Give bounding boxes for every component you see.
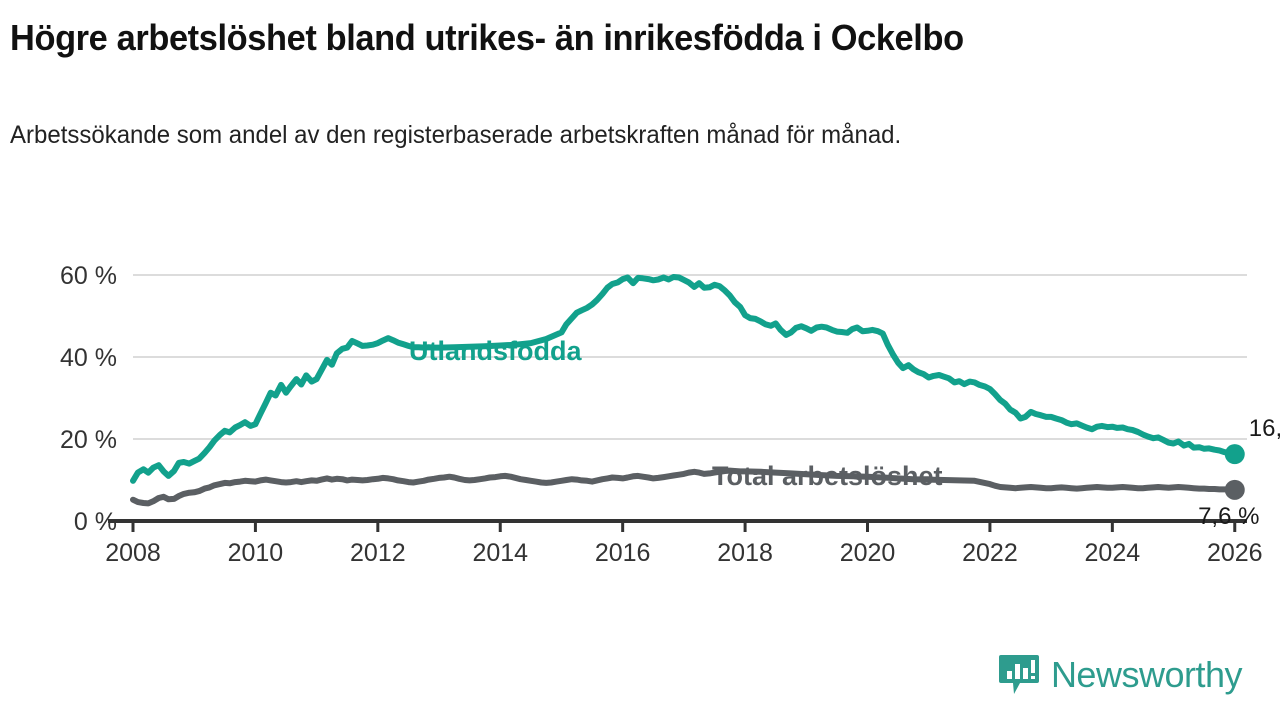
value-annotations: 16,3 % 7,6 % — [1198, 415, 1280, 530]
x-tick-label: 2022 — [962, 539, 1018, 567]
x-tick-label: 2008 — [105, 539, 161, 567]
y-axis-tick-labels: 0 %20 %40 %60 % — [60, 262, 117, 536]
x-tick-label: 2016 — [595, 539, 651, 567]
gridlines — [133, 274, 1247, 440]
x-tick-label: 2014 — [472, 539, 528, 567]
series-end-value: 7,6 % — [1198, 503, 1259, 530]
x-tick-label: 2012 — [350, 539, 406, 567]
series-label: Utlandsfödda — [409, 336, 582, 366]
x-tick-label: 2026 — [1207, 539, 1263, 567]
series-line — [130, 274, 1238, 484]
x-axis-tick-labels: 2008 2010 2012 2014 2016 2018 2020 2022 2024 2026 — [105, 539, 1262, 567]
logo-wordmark: Newsworthy — [1050, 654, 1243, 695]
series-inline-labels: Utlandsfödda Total arbetslöshet — [409, 336, 943, 491]
series-label: Total arbetslöshet — [712, 461, 943, 491]
x-axis — [108, 519, 1247, 532]
series-end-value: 16,3 % — [1249, 415, 1280, 442]
series-line — [130, 467, 1238, 507]
x-tick-label: 2010 — [228, 539, 284, 567]
page-subtitle: Arbetssökande som andel av den registerb… — [10, 121, 902, 149]
newsworthy-logo[interactable]: Newsworthy — [998, 652, 1243, 698]
y-tick-label: 60 % — [60, 262, 117, 290]
series-end-dots — [1224, 444, 1245, 500]
x-tick-label: 2018 — [717, 539, 773, 567]
y-tick-label: 40 % — [60, 344, 117, 372]
x-tick-label: 2024 — [1085, 539, 1141, 567]
series-end-dot — [1224, 444, 1245, 465]
bar-chart-speech-bubble-icon — [998, 655, 1039, 694]
series-end-dot — [1224, 479, 1245, 500]
series-lines — [130, 274, 1238, 507]
y-tick-label: 20 % — [60, 426, 117, 454]
x-tick-label: 2020 — [840, 539, 896, 567]
page-title: Högre arbetslöshet bland utrikes- än inr… — [10, 17, 964, 58]
